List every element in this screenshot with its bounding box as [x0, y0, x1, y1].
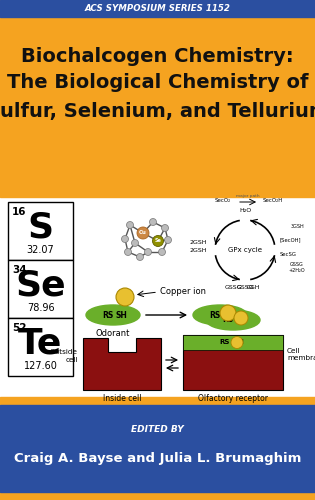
Text: 52: 52 — [12, 323, 26, 333]
Bar — [8, 318, 73, 376]
Circle shape — [162, 224, 169, 232]
Text: 34: 34 — [12, 265, 27, 275]
Text: Se: Se — [15, 268, 66, 302]
Text: EDITED BY: EDITED BY — [131, 425, 184, 434]
Text: Copper ion: Copper ion — [160, 288, 206, 296]
Bar — [0, 0, 315, 17]
Text: GPx cycle: GPx cycle — [228, 247, 262, 253]
Bar — [0, 405, 315, 492]
Text: Biochalcogen Chemistry:: Biochalcogen Chemistry: — [21, 46, 294, 66]
Text: Se: Se — [155, 238, 161, 244]
Text: Cu: Cu — [139, 230, 147, 235]
Bar — [0, 189, 315, 197]
Ellipse shape — [206, 310, 260, 330]
Text: 16: 16 — [12, 207, 26, 217]
Text: RS: RS — [102, 310, 114, 320]
Circle shape — [136, 254, 144, 260]
Text: Olfactory receptor: Olfactory receptor — [198, 394, 268, 403]
Text: SH: SH — [235, 316, 247, 324]
Text: Inside cell: Inside cell — [103, 394, 141, 403]
Circle shape — [131, 240, 139, 246]
Text: Craig A. Bayse and Julia L. Brumaghim: Craig A. Bayse and Julia L. Brumaghim — [14, 452, 301, 466]
Text: The Biological Chemistry of: The Biological Chemistry of — [7, 74, 308, 92]
Text: major path: major path — [236, 194, 260, 198]
Ellipse shape — [86, 305, 140, 325]
Circle shape — [122, 236, 129, 242]
Bar — [8, 202, 73, 260]
Circle shape — [220, 305, 236, 321]
Text: GSSG: GSSG — [224, 285, 242, 290]
Text: RS: RS — [222, 316, 234, 324]
Bar — [183, 335, 283, 390]
Text: 32.07: 32.07 — [27, 245, 54, 255]
Text: SecO₂H: SecO₂H — [263, 198, 283, 203]
Text: SecO₂: SecO₂ — [215, 198, 231, 203]
Circle shape — [124, 248, 131, 256]
Text: Te: Te — [18, 326, 63, 360]
Text: Sulfur, Selenium, and Tellurium: Sulfur, Selenium, and Tellurium — [0, 102, 315, 120]
Circle shape — [150, 218, 157, 226]
Text: 78.96: 78.96 — [27, 303, 54, 313]
Bar — [0, 197, 315, 397]
Text: RS: RS — [220, 340, 230, 345]
Bar — [183, 335, 283, 350]
Circle shape — [164, 236, 171, 244]
Text: Outside
cell: Outside cell — [50, 350, 78, 362]
Ellipse shape — [193, 305, 247, 325]
Polygon shape — [83, 338, 161, 390]
Text: GSSG: GSSG — [236, 285, 254, 290]
Text: 3GSH: 3GSH — [290, 224, 304, 229]
Text: Cell
membrane: Cell membrane — [287, 348, 315, 361]
Circle shape — [152, 236, 163, 246]
Text: SecSG: SecSG — [280, 252, 297, 258]
Text: SH: SH — [222, 310, 234, 320]
Text: H₂O: H₂O — [239, 208, 251, 213]
Bar — [0, 397, 315, 405]
Circle shape — [127, 222, 134, 228]
Text: SH: SH — [234, 340, 244, 345]
Circle shape — [158, 248, 165, 256]
Text: RS: RS — [209, 310, 220, 320]
Text: 2GSH: 2GSH — [190, 240, 207, 244]
Text: S: S — [27, 210, 54, 244]
Text: 127.60: 127.60 — [24, 361, 57, 371]
Text: GSH: GSH — [246, 285, 260, 290]
Text: 2GSH: 2GSH — [190, 248, 207, 252]
Bar — [8, 260, 73, 318]
Text: SH: SH — [115, 310, 127, 320]
Text: GSSG
+2H₂O: GSSG +2H₂O — [289, 262, 305, 273]
Circle shape — [234, 311, 248, 325]
Text: Odorant: Odorant — [96, 329, 130, 338]
Text: [SecOH]: [SecOH] — [280, 238, 302, 242]
Text: ACS SYMPOSIUM SERIES 1152: ACS SYMPOSIUM SERIES 1152 — [84, 4, 231, 13]
Circle shape — [137, 227, 149, 239]
Circle shape — [231, 336, 243, 348]
Circle shape — [116, 288, 134, 306]
Circle shape — [145, 248, 152, 256]
